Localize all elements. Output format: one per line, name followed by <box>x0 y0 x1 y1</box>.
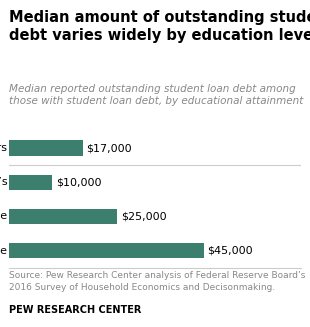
Text: $45,000: $45,000 <box>207 246 253 256</box>
Bar <box>9 209 117 224</box>
Text: $17,000: $17,000 <box>86 143 132 153</box>
Text: Source: Pew Research Center analysis of Federal Reserve Board’s
2016 Survey of H: Source: Pew Research Center analysis of … <box>9 271 306 292</box>
Bar <box>9 243 204 258</box>
Bar <box>9 175 52 190</box>
Text: Median reported outstanding student loan debt among
those with student loan debt: Median reported outstanding student loan… <box>9 83 304 106</box>
Text: Postgraduate degree: Postgraduate degree <box>0 246 7 256</box>
Text: Median amount of outstanding student
debt varies widely by education level: Median amount of outstanding student deb… <box>9 10 310 43</box>
Text: $25,000: $25,000 <box>121 212 166 221</box>
Text: PEW RESEARCH CENTER: PEW RESEARCH CENTER <box>9 305 142 315</box>
Text: $10,000: $10,000 <box>56 177 101 187</box>
Bar <box>9 140 83 156</box>
Text: Bachelor’s degree: Bachelor’s degree <box>0 212 7 221</box>
Text: Less than bachelor’s: Less than bachelor’s <box>0 177 7 187</box>
Text: All borrowers: All borrowers <box>0 143 7 153</box>
